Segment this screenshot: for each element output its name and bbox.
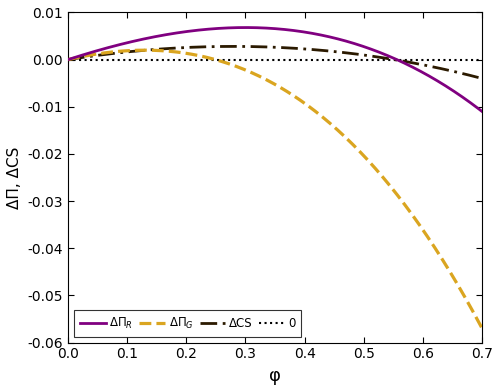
ΔCS	[231, 44, 237, 49]
ΔCS	[262, 45, 268, 49]
ΔΠ$_G$	[312, 109, 318, 114]
ΔCS	[406, 60, 411, 64]
0	[289, 57, 295, 62]
ΔΠ$_G$	[406, 207, 411, 212]
Legend: ΔΠ$_R$, ΔΠ$_G$, ΔCS, 0: ΔΠ$_R$, ΔΠ$_G$, ΔCS, 0	[74, 310, 302, 337]
0	[262, 57, 268, 62]
ΔΠ$_G$	[265, 78, 271, 83]
0	[479, 57, 485, 62]
ΔΠ$_G$	[479, 326, 485, 331]
ΔΠ$_G$	[470, 309, 476, 314]
ΔCS	[312, 47, 318, 52]
ΔΠ$_R$	[262, 26, 268, 31]
Line: ΔΠ$_G$: ΔΠ$_G$	[68, 50, 482, 328]
ΔΠ$_G$	[262, 77, 268, 82]
0	[65, 57, 71, 62]
ΔΠ$_G$	[65, 57, 71, 62]
X-axis label: φ: φ	[269, 367, 281, 385]
ΔCS	[290, 46, 296, 51]
ΔΠ$_R$	[470, 102, 476, 107]
0	[264, 57, 270, 62]
ΔΠ$_R$	[406, 63, 411, 67]
ΔCS	[265, 45, 271, 49]
ΔCS	[479, 76, 485, 81]
ΔΠ$_R$	[265, 26, 271, 31]
Line: ΔΠ$_R$: ΔΠ$_R$	[68, 27, 482, 111]
ΔCS	[65, 57, 71, 62]
ΔΠ$_G$	[290, 93, 296, 98]
0	[469, 57, 475, 62]
0	[312, 57, 318, 62]
Y-axis label: ΔΠ, ΔCS: ΔΠ, ΔCS	[7, 146, 22, 209]
ΔCS	[470, 74, 476, 78]
ΔΠ$_G$	[142, 48, 148, 53]
Line: ΔCS: ΔCS	[68, 46, 482, 78]
ΔΠ$_R$	[312, 31, 318, 36]
ΔΠ$_R$	[479, 109, 485, 114]
ΔΠ$_R$	[290, 28, 296, 33]
ΔΠ$_R$	[65, 57, 71, 62]
0	[404, 57, 410, 62]
ΔΠ$_R$	[242, 25, 248, 30]
